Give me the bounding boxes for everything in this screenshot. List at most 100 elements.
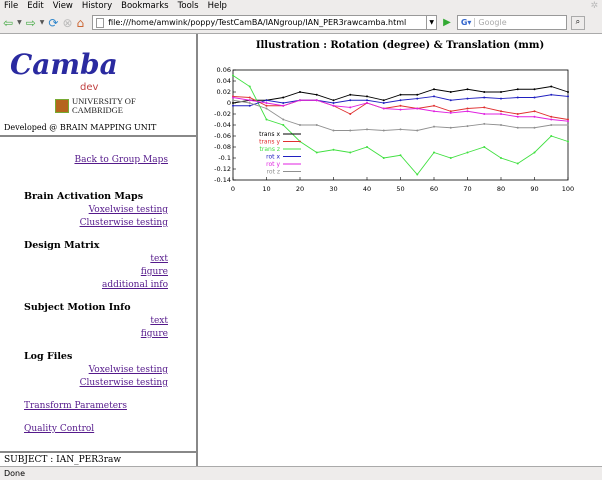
data-point — [248, 85, 251, 88]
data-point — [332, 99, 335, 102]
back-to-group-maps-link[interactable]: Back to Group Maps — [74, 155, 168, 165]
data-point — [299, 99, 301, 102]
data-point — [232, 102, 234, 104]
activation-clusterwise-link[interactable]: Clusterwise testing — [79, 218, 168, 228]
data-point — [466, 107, 469, 110]
data-point — [366, 146, 368, 148]
camba-logo: Camba — [10, 50, 118, 80]
forward-dropdown-icon[interactable]: ▼ — [39, 19, 45, 26]
data-point — [533, 88, 536, 91]
back-icon[interactable]: ⇦ — [3, 15, 14, 30]
data-point — [567, 91, 569, 93]
x-tick-label: 100 — [562, 185, 574, 193]
back-dropdown-icon[interactable]: ▼ — [17, 19, 22, 26]
data-point — [366, 99, 368, 102]
data-point — [483, 106, 486, 109]
data-point — [483, 91, 486, 93]
data-point — [466, 88, 469, 91]
data-point — [399, 108, 402, 111]
x-tick-label: 40 — [363, 185, 371, 193]
status-bar: Done — [0, 466, 602, 480]
data-point — [416, 129, 419, 132]
motion-text-link[interactable]: text — [150, 316, 168, 326]
data-point — [382, 107, 385, 110]
data-point — [433, 88, 435, 91]
x-tick-label: 20 — [296, 185, 304, 193]
data-point — [466, 125, 469, 128]
menu-edit[interactable]: Edit — [27, 1, 44, 11]
data-point — [433, 95, 435, 98]
page-icon — [96, 17, 105, 28]
data-point — [399, 104, 402, 107]
transform-parameters-link[interactable]: Transform Parameters — [24, 401, 127, 411]
data-point — [533, 96, 536, 99]
data-point — [550, 135, 553, 137]
search-input[interactable]: G▾ Google — [456, 15, 567, 30]
y-tick-label: -0.12 — [214, 165, 231, 173]
developed-by: Developed @ BRAIN MAPPING UNIT — [4, 123, 157, 132]
subject-label: SUBJECT : IAN_PER3raw — [4, 455, 122, 465]
y-tick-label: 0.06 — [217, 66, 231, 74]
search-placeholder: Google — [478, 18, 507, 27]
log-voxelwise-link[interactable]: Voxelwise testing — [88, 365, 168, 375]
y-tick-label: -0.04 — [214, 121, 231, 129]
menu-bookmarks[interactable]: Bookmarks — [121, 1, 169, 11]
data-point — [366, 128, 368, 131]
nav-toolbar: ⇦ ▼ ⇨ ▼ ⟳ ⊗ ⌂ file:///home/amwink/poppy/… — [0, 12, 602, 34]
data-point — [550, 93, 553, 96]
legend-label: trans y — [259, 139, 280, 146]
forward-icon[interactable]: ⇨ — [25, 15, 36, 30]
data-point — [299, 124, 301, 126]
home-icon[interactable]: ⌂ — [76, 15, 85, 30]
quality-control-link[interactable]: Quality Control — [24, 424, 95, 434]
data-point — [248, 104, 251, 107]
data-point — [265, 102, 268, 104]
data-point — [349, 99, 352, 102]
design-text-link[interactable]: text — [150, 254, 168, 264]
google-icon[interactable]: G▾ — [458, 18, 476, 27]
menu-view[interactable]: View — [52, 1, 73, 11]
menu-help[interactable]: Help — [207, 1, 227, 11]
throbber-icon: ✲ — [590, 1, 598, 11]
reload-icon[interactable]: ⟳ — [48, 15, 59, 30]
url-dropdown-icon[interactable]: ▼ — [427, 15, 438, 30]
url-bar[interactable]: file:///home/amwink/poppy/TestCamBA/IANg… — [92, 15, 428, 30]
motion-chart: 0 10 20 30 40 50 60 70 80 90 100 0.06 0.04 0.02 0 -0.02… — [214, 66, 574, 193]
data-point — [299, 91, 301, 93]
data-point — [567, 124, 569, 126]
data-point — [550, 124, 553, 126]
design-additional-info-link[interactable]: additional info — [101, 280, 168, 290]
menu-history[interactable]: History — [81, 1, 113, 11]
data-point — [416, 107, 419, 110]
legend-label: rot y — [266, 161, 280, 168]
data-point — [382, 99, 385, 102]
data-point — [232, 74, 234, 77]
data-point — [500, 113, 502, 115]
menu-file[interactable]: File — [4, 1, 19, 11]
x-tick-label: 80 — [497, 185, 505, 193]
go-icon[interactable]: ▶ — [443, 17, 451, 28]
log-files-heading: Log Files — [24, 351, 73, 362]
search-icon[interactable]: ⌕ — [570, 15, 585, 30]
data-point — [433, 151, 435, 154]
log-clusterwise-link[interactable]: Clusterwise testing — [79, 378, 168, 388]
data-point — [466, 110, 469, 113]
menu-tools[interactable]: Tools — [177, 1, 199, 11]
stop-icon[interactable]: ⊗ — [62, 15, 73, 30]
data-point — [332, 102, 335, 104]
data-point — [232, 104, 234, 107]
design-figure-link[interactable]: figure — [140, 267, 168, 277]
y-tick-label: -0.14 — [214, 176, 231, 184]
data-point — [349, 106, 352, 109]
cambridge-logo: UNIVERSITY OF CAMBRIDGE — [55, 97, 136, 115]
data-point — [483, 96, 486, 99]
data-point — [466, 151, 469, 154]
motion-figure-link[interactable]: figure — [140, 329, 168, 339]
main-content: Illustration : Rotation (degree) & Trans… — [200, 34, 602, 466]
data-point — [550, 85, 553, 88]
activation-voxelwise-link[interactable]: Voxelwise testing — [88, 205, 168, 215]
y-tick-label: 0.04 — [217, 77, 231, 85]
data-point — [315, 99, 318, 102]
data-point — [433, 125, 435, 128]
legend-label: rot x — [266, 154, 280, 161]
